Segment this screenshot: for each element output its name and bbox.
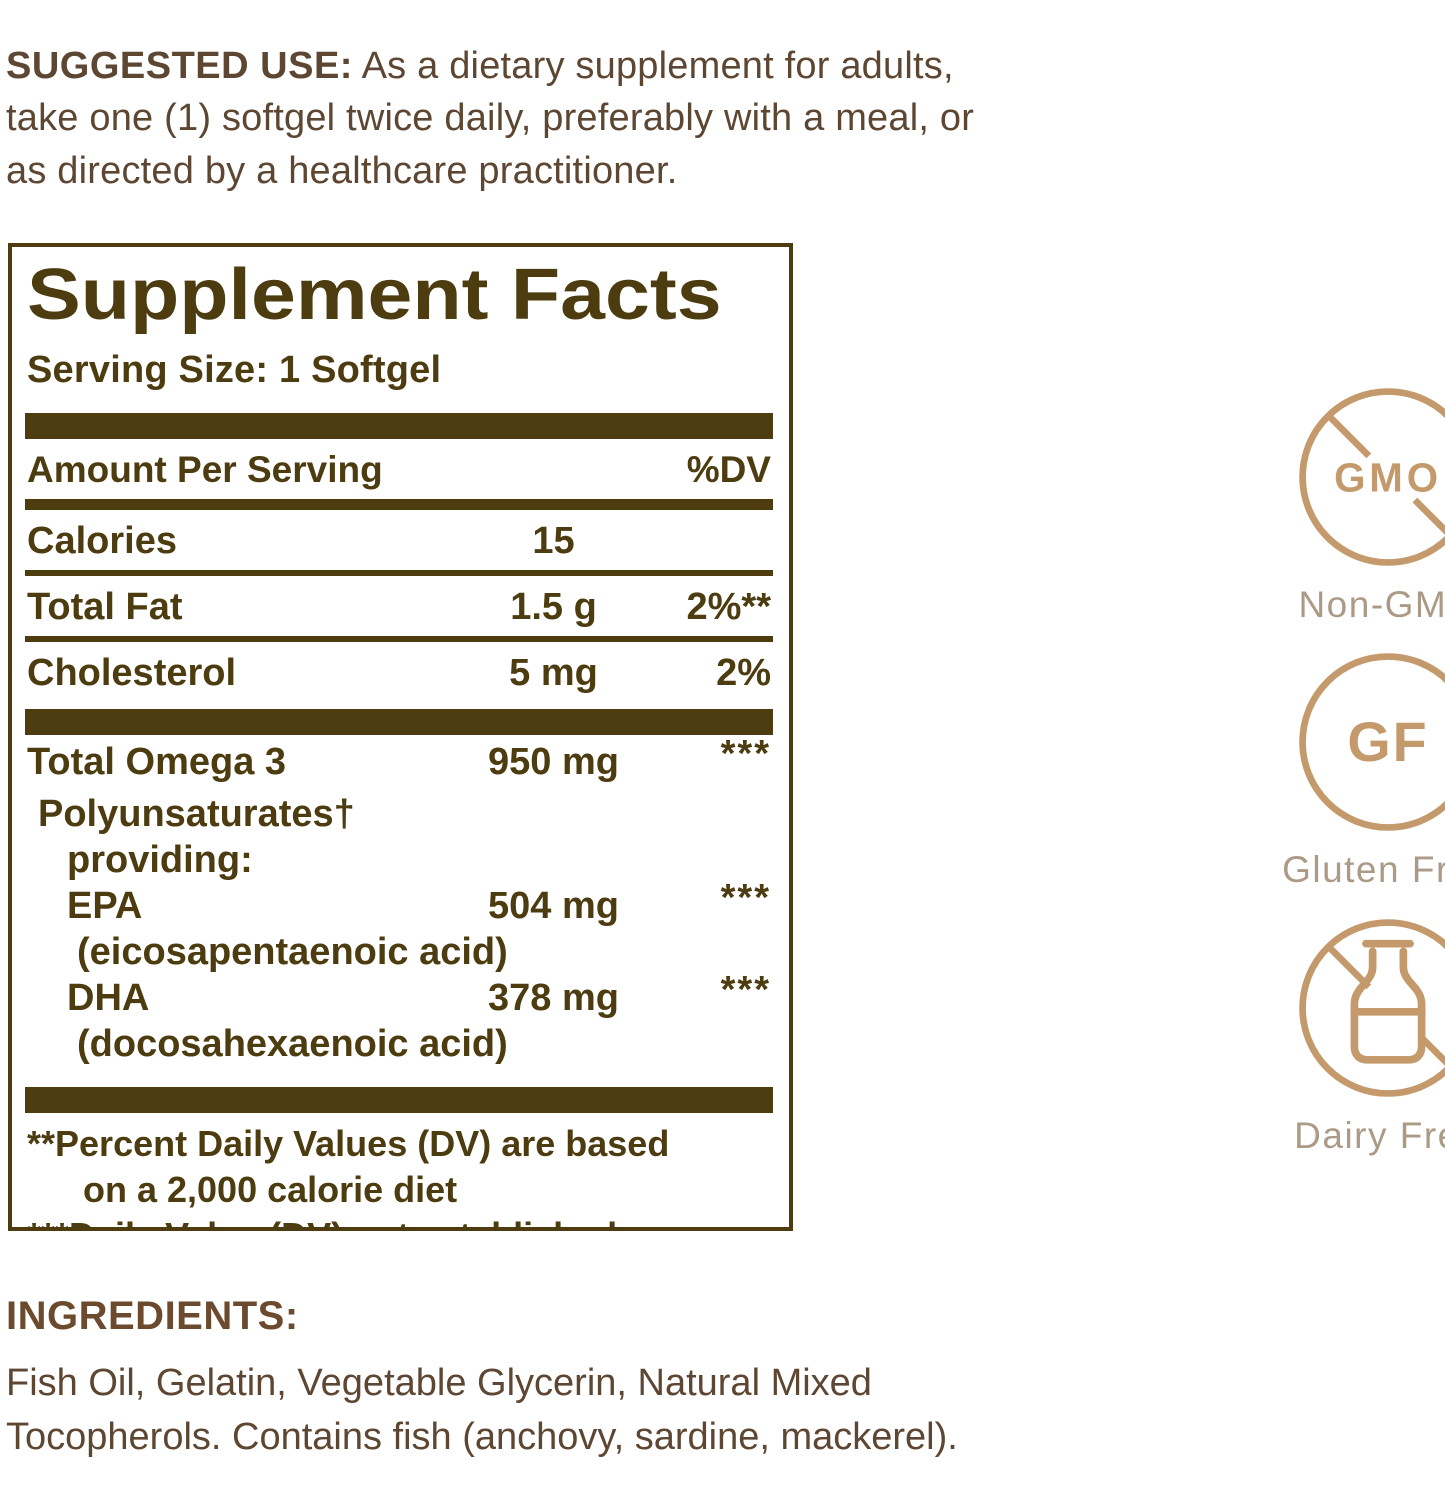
nutrient-row-epa: EPA 504 mg *** bbox=[25, 877, 773, 929]
providing-label: providing: bbox=[67, 839, 253, 881]
slash-bottom-right bbox=[1412, 497, 1445, 535]
gluten-free-icon: GF bbox=[1299, 653, 1445, 831]
gluten-free-badge: GF Gluten Free bbox=[1282, 646, 1445, 891]
nutrient-amount: 1.5 g bbox=[510, 586, 597, 628]
non-gmo-icon: GMO bbox=[1299, 388, 1445, 566]
nutrient-amount: 15 bbox=[532, 520, 575, 562]
ingredients-section: INGREDIENTS: Fish Oil, Gelatin, Vegetabl… bbox=[6, 1288, 1051, 1465]
ingredients-text: Fish Oil, Gelatin, Vegetable Glycerin, N… bbox=[6, 1361, 958, 1458]
nutrient-dv: *** bbox=[720, 877, 771, 919]
nutrient-name: Calories bbox=[27, 520, 177, 562]
thick-divider-bar bbox=[25, 709, 773, 735]
nutrient-chemical-name: (docosahexaenoic acid) bbox=[77, 1023, 508, 1065]
badge-label-non-gmo: Non-GMO bbox=[1298, 584, 1445, 625]
nutrient-amount: 950 mg bbox=[488, 741, 619, 783]
percent-dv-header: %DV bbox=[686, 449, 771, 490]
rule-divider bbox=[25, 636, 773, 642]
nutrient-row-total-fat: Total Fat 1.5 g 2%** bbox=[25, 576, 773, 636]
suggested-use-paragraph: SUGGESTED USE: As a dietary supplement f… bbox=[6, 40, 1021, 197]
badge-label-dairy-free: Dairy Free bbox=[1294, 1115, 1445, 1156]
nutrient-name: DHA bbox=[67, 977, 150, 1019]
nutrient-amount: 378 mg bbox=[488, 977, 619, 1019]
badge-circle bbox=[1299, 653, 1445, 831]
nutrient-row-dha: DHA 378 mg *** bbox=[25, 969, 773, 1021]
nutrient-name-continued: Polyunsaturates† bbox=[38, 793, 355, 835]
dairy-free-icon bbox=[1299, 919, 1445, 1097]
serving-size: Serving Size: 1 Softgel bbox=[27, 349, 442, 391]
nutrient-amount: 5 mg bbox=[509, 652, 598, 694]
slash-top-left bbox=[1326, 944, 1372, 990]
slash-bottom-right bbox=[1418, 1034, 1445, 1066]
nutrient-name: Total Omega 3 bbox=[27, 741, 287, 783]
thick-divider-bar bbox=[25, 413, 773, 439]
gmo-icon-text: GMO bbox=[1334, 454, 1442, 500]
suggested-use-text: As a dietary supplement for adults, take… bbox=[6, 45, 975, 192]
nutrient-dv: 2%** bbox=[686, 586, 772, 628]
ingredients-heading: INGREDIENTS: bbox=[6, 1294, 299, 1338]
footnote-dv-not-established: ***Daily Value (DV) not established bbox=[25, 1213, 773, 1227]
nutrient-dv: *** bbox=[720, 969, 771, 1011]
badge-circle bbox=[1299, 388, 1445, 566]
nutrient-row-total-omega3: Total Omega 3 950 mg *** bbox=[25, 733, 773, 791]
gf-icon-text: GF bbox=[1347, 711, 1428, 773]
nutrient-chemical-name: (eicosapentaenoic acid) bbox=[77, 931, 508, 973]
nutrient-name: Cholesterol bbox=[27, 652, 237, 694]
footnote-dv-based-line2: on a 2,000 calorie diet bbox=[83, 1169, 458, 1210]
amount-per-serving-header: Amount Per Serving bbox=[27, 449, 383, 490]
nutrient-name: EPA bbox=[67, 885, 143, 927]
facts-header-row: Amount Per Serving %DV bbox=[25, 439, 773, 499]
footnote-dv-based: **Percent Daily Values (DV) are based bbox=[27, 1123, 670, 1164]
thick-divider-bar bbox=[25, 1087, 773, 1113]
nutrient-row-cholesterol: Cholesterol 5 mg 2% bbox=[25, 642, 773, 702]
badge-circle bbox=[1299, 919, 1445, 1097]
milk-bottle-shape bbox=[1350, 939, 1426, 1064]
nutrient-dv: 2% bbox=[716, 652, 771, 694]
supplement-facts-panel: Supplement Facts Serving Size: 1 Softgel… bbox=[8, 243, 793, 1231]
non-gmo-badge: GMO Non-GMO bbox=[1292, 381, 1445, 626]
nutrient-row-calories: Calories 15 bbox=[25, 510, 773, 570]
nutrient-amount: 504 mg bbox=[488, 885, 619, 927]
nutrient-name: Total Fat bbox=[27, 586, 183, 628]
dairy-free-badge: Dairy Free bbox=[1292, 912, 1445, 1157]
facts-title: Supplement Facts bbox=[27, 255, 722, 335]
rule-divider bbox=[25, 570, 773, 576]
suggested-use-label: SUGGESTED USE: bbox=[6, 45, 353, 87]
nutrient-dv: *** bbox=[720, 733, 771, 775]
bottle-outline bbox=[1350, 947, 1426, 1064]
rule-divider bbox=[25, 499, 773, 510]
badge-label-gluten-free: Gluten Free bbox=[1282, 849, 1445, 890]
slash-top-left bbox=[1326, 413, 1372, 459]
